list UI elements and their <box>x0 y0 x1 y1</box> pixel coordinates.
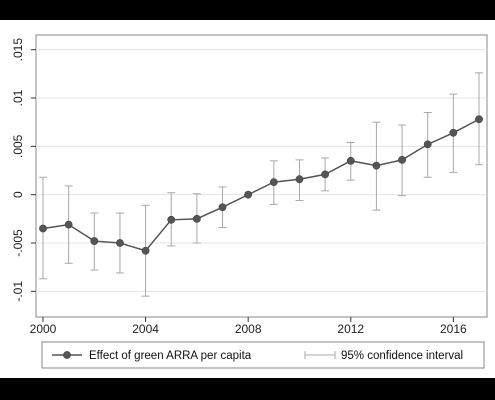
x-tick-label: 2004 <box>132 322 159 336</box>
plot-area <box>35 34 488 318</box>
y-tick-label: .015 <box>11 38 25 62</box>
data-point <box>269 178 278 186</box>
data-point <box>90 237 99 245</box>
data-point <box>39 224 47 233</box>
y-tick-label: -.01 <box>11 281 25 302</box>
data-point <box>141 246 150 255</box>
x-tick-label: 2000 <box>30 322 57 336</box>
data-point <box>244 190 253 199</box>
data-point <box>295 175 304 184</box>
legend-box <box>41 341 485 369</box>
data-point <box>192 214 201 223</box>
x-tick-label: 2016 <box>440 322 467 336</box>
data-point <box>64 220 73 229</box>
y-tick-label: .01 <box>11 89 25 106</box>
y-tick-label: .005 <box>11 134 25 158</box>
x-tick-label: 2008 <box>235 322 262 336</box>
data-point <box>218 203 227 212</box>
series-line <box>42 118 480 252</box>
x-tick-label: 2012 <box>337 322 364 336</box>
data-point <box>398 155 406 164</box>
data-point <box>449 128 458 137</box>
data-point <box>372 161 381 170</box>
data-point <box>167 215 176 224</box>
legend-series-label: Effect of green ARRA per capita <box>89 350 252 362</box>
y-tick-label: 0 <box>11 191 25 198</box>
data-point <box>423 140 432 149</box>
data-point <box>346 156 355 165</box>
legend-ci-label: 95% confidence interval <box>341 350 463 362</box>
data-point <box>475 115 483 124</box>
data-point <box>321 170 330 179</box>
legend-series-marker <box>63 351 71 359</box>
y-tick-label: -.005 <box>11 229 25 257</box>
data-point <box>116 239 124 247</box>
